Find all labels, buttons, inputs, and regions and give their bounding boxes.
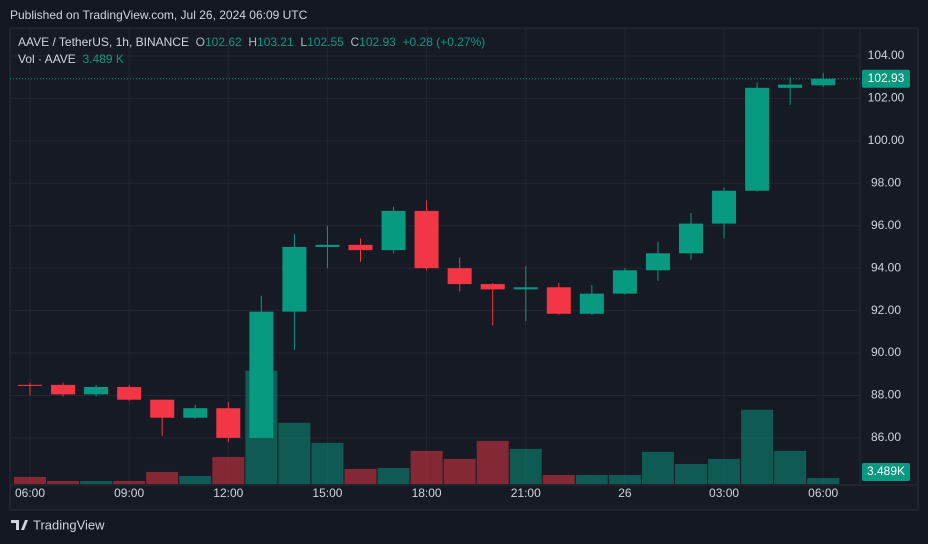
candle-body <box>513 287 538 290</box>
close-label: C <box>350 35 360 49</box>
open-label: O <box>195 35 205 49</box>
candle-body <box>84 386 109 395</box>
x-tick-label: 06:00 <box>808 486 838 500</box>
high-value: 103.21 <box>257 35 294 49</box>
candle-body <box>315 244 340 247</box>
candle-body <box>282 246 307 312</box>
volume-bar <box>476 440 509 484</box>
volume-bar <box>774 450 807 484</box>
low-label: L <box>300 35 308 49</box>
y-tick-label: 96.00 <box>871 218 901 232</box>
volume-bar <box>509 448 542 484</box>
volume-bar <box>542 474 575 484</box>
volume-label: Vol · AAVE <box>18 52 76 66</box>
open-value: 102.62 <box>204 35 242 49</box>
candle-body <box>712 190 737 224</box>
candle-body <box>183 408 208 418</box>
volume-bar <box>708 458 741 484</box>
candle-body <box>679 223 703 254</box>
volume-legend: Vol · AAVE 3.489 K <box>18 52 124 66</box>
last-volume-label: 3.489K <box>867 464 905 478</box>
volume-bar <box>641 451 674 484</box>
x-tick-label: 21:00 <box>511 486 541 500</box>
y-tick-label: 88.00 <box>871 388 901 402</box>
volume-bar <box>47 480 80 484</box>
volume-bar <box>80 480 113 484</box>
close-value: 102.93 <box>359 35 396 49</box>
y-tick-label: 94.00 <box>871 260 901 274</box>
brand-name: TradingView <box>33 517 105 532</box>
candle-body <box>414 210 439 269</box>
volume-bar <box>410 450 443 484</box>
grid <box>10 28 860 485</box>
volume-bar <box>608 474 641 484</box>
last-price-tag <box>862 69 910 88</box>
legend-row: AAVE / TetherUS, 1h, BINANCE O102.62 H10… <box>18 35 485 49</box>
candle-body <box>150 399 175 418</box>
y-tick-label: 90.00 <box>871 345 901 359</box>
candle-body <box>546 287 571 314</box>
brand[interactable]: TradingView <box>11 517 105 532</box>
y-tick-label: 92.00 <box>871 303 901 317</box>
candle-body <box>645 253 670 271</box>
x-tick-label: 06:00 <box>15 486 45 500</box>
candle-body <box>778 84 803 88</box>
x-tick-label: 03:00 <box>709 486 739 500</box>
y-tick-label: 100.00 <box>868 133 905 147</box>
symbol[interactable]: AAVE / TetherUS, 1h, BINANCE <box>18 35 189 49</box>
change-value: +0.28 (+0.27%) <box>402 35 486 49</box>
volume-value: 3.489 K <box>82 52 124 66</box>
candle-body <box>117 386 142 400</box>
volume-bar <box>675 463 707 484</box>
low-value: 102.55 <box>307 35 344 49</box>
candle-body <box>480 284 505 290</box>
volume-bar <box>311 442 344 484</box>
volume-bar <box>212 456 245 484</box>
brand-logo <box>11 520 28 530</box>
volume-bar <box>278 422 311 484</box>
volume-bar <box>377 467 410 484</box>
y-tick-label: 86.00 <box>871 430 901 444</box>
published-note: Published on TradingView.com, Jul 26, 20… <box>10 8 308 22</box>
volume-bar <box>179 475 212 484</box>
high-label: H <box>248 35 258 49</box>
candle-body <box>447 268 472 285</box>
x-tick-label: 18:00 <box>412 486 442 500</box>
candle-body <box>216 408 241 438</box>
volume-bar <box>443 458 476 484</box>
y-tick-label: 104.00 <box>868 48 905 62</box>
last-volume-tag <box>862 463 910 481</box>
last-price-label: 102.93 <box>868 71 905 85</box>
volume-bar <box>575 474 608 484</box>
x-tick-label: 26 <box>618 486 632 500</box>
y-tick-label: 98.00 <box>871 175 901 189</box>
volume-bar <box>344 468 377 484</box>
candle-body <box>612 270 637 294</box>
candle-body <box>348 244 373 251</box>
y-tick-label: 102.00 <box>868 91 905 105</box>
volume-bar <box>14 476 46 484</box>
x-tick-label: 15:00 <box>312 486 342 500</box>
candle-body <box>745 87 770 191</box>
candle-body <box>51 384 76 395</box>
candle-body <box>811 78 836 86</box>
candle-body <box>381 210 406 251</box>
candle-body <box>18 384 42 386</box>
candle-body <box>249 311 274 438</box>
volume-bar <box>146 471 179 484</box>
x-tick-label: 12:00 <box>213 486 243 500</box>
volume-bar <box>113 480 146 484</box>
volume-bar <box>741 409 774 484</box>
x-tick-label: 09:00 <box>114 486 144 500</box>
volume-bar <box>807 477 840 484</box>
candle-body <box>579 293 604 314</box>
